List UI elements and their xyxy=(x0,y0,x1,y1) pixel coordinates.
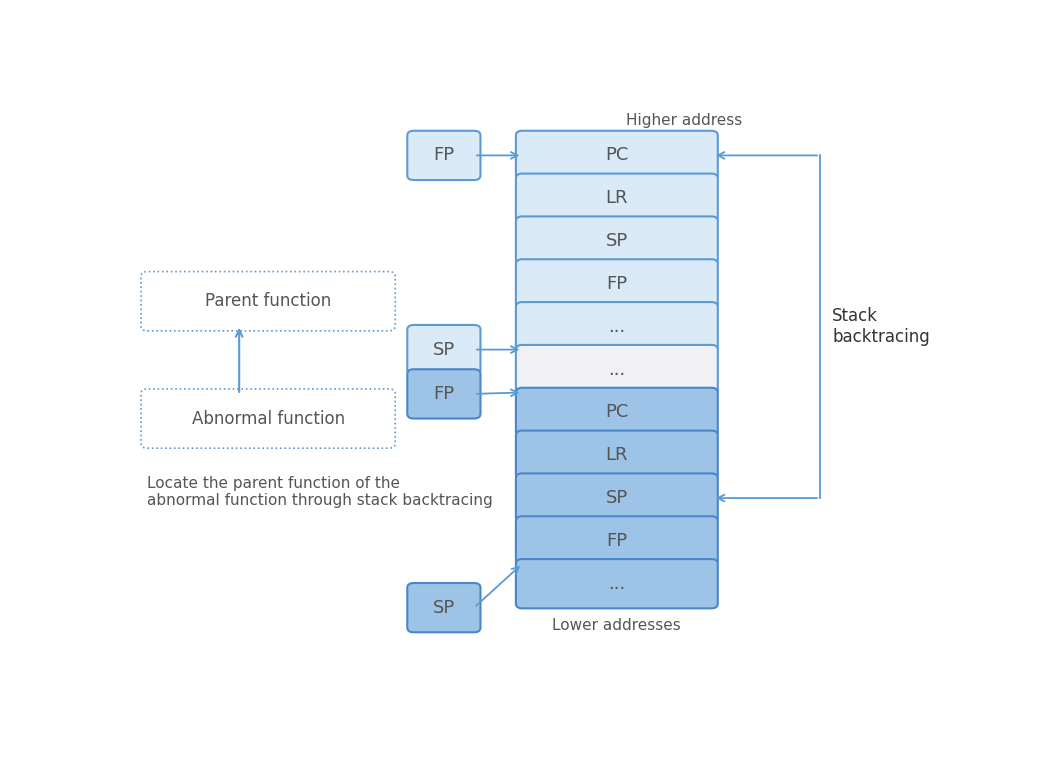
Text: ...: ... xyxy=(608,318,626,336)
FancyBboxPatch shape xyxy=(407,583,481,632)
Text: FP: FP xyxy=(606,532,627,550)
FancyBboxPatch shape xyxy=(516,431,718,480)
FancyBboxPatch shape xyxy=(141,271,395,331)
Text: PC: PC xyxy=(605,403,629,421)
FancyBboxPatch shape xyxy=(516,345,718,394)
FancyBboxPatch shape xyxy=(141,389,395,448)
Text: FP: FP xyxy=(606,275,627,293)
FancyBboxPatch shape xyxy=(516,473,718,523)
Text: SP: SP xyxy=(606,232,628,250)
Text: LR: LR xyxy=(605,189,628,207)
Text: ...: ... xyxy=(608,575,626,593)
FancyBboxPatch shape xyxy=(516,216,718,266)
FancyBboxPatch shape xyxy=(516,259,718,309)
Text: SP: SP xyxy=(606,489,628,507)
FancyBboxPatch shape xyxy=(516,388,718,437)
Text: FP: FP xyxy=(433,385,455,403)
FancyBboxPatch shape xyxy=(516,302,718,351)
Text: Parent function: Parent function xyxy=(204,292,331,310)
FancyBboxPatch shape xyxy=(407,131,481,180)
Text: Locate the parent function of the
abnormal function through stack backtracing: Locate the parent function of the abnorm… xyxy=(147,475,493,508)
FancyBboxPatch shape xyxy=(516,559,718,608)
Text: PC: PC xyxy=(605,146,629,165)
FancyBboxPatch shape xyxy=(407,370,481,418)
FancyBboxPatch shape xyxy=(516,174,718,223)
Text: FP: FP xyxy=(433,146,455,165)
Text: Abnormal function: Abnormal function xyxy=(192,409,345,427)
FancyBboxPatch shape xyxy=(407,325,481,374)
Text: Lower addresses: Lower addresses xyxy=(552,618,681,633)
FancyBboxPatch shape xyxy=(516,516,718,565)
Text: LR: LR xyxy=(605,447,628,464)
Text: Higher address: Higher address xyxy=(626,114,742,129)
Text: SP: SP xyxy=(433,599,455,616)
Text: ...: ... xyxy=(608,360,626,379)
Text: SP: SP xyxy=(433,341,455,359)
FancyBboxPatch shape xyxy=(516,131,718,180)
Text: Stack
backtracing: Stack backtracing xyxy=(832,307,930,346)
